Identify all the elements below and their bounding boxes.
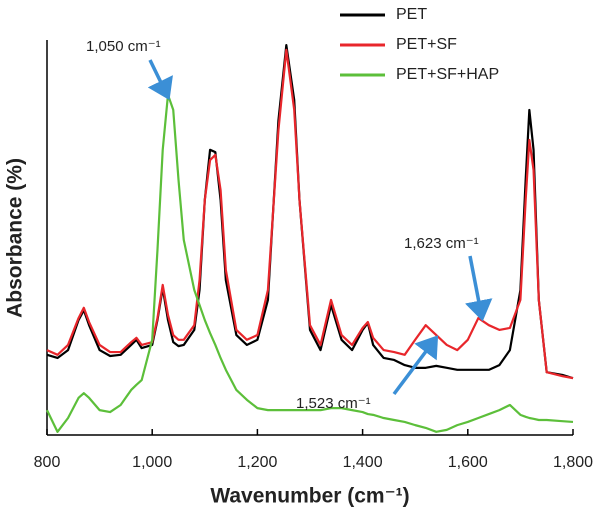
x-tick-label: 1,000 xyxy=(132,454,172,471)
x-tick-label: 1,800 xyxy=(553,454,593,471)
series-line xyxy=(46,48,574,380)
x-axis-label: Wavenumber (cm⁻¹) xyxy=(210,485,409,508)
annotation-arrow xyxy=(147,59,173,101)
annotation-arrow xyxy=(464,255,493,322)
x-tick-label: 1,200 xyxy=(237,454,277,471)
x-tick-label: 1,600 xyxy=(448,454,488,471)
series-line xyxy=(46,93,574,433)
y-axis-label: Absorbance (%) xyxy=(4,158,27,318)
x-tick-label: 800 xyxy=(34,454,61,471)
x-tick-label: 1,400 xyxy=(343,454,383,471)
series-line xyxy=(46,44,574,380)
annotation: 1,623 cm⁻¹ xyxy=(404,235,479,252)
annotation: 1,523 cm⁻¹ xyxy=(296,395,371,412)
legend-label: PET+SF xyxy=(396,36,457,53)
annotation: 1,050 cm⁻¹ xyxy=(86,38,161,55)
legend-label: PET xyxy=(396,6,427,23)
annotation-arrow xyxy=(392,335,439,396)
legend-label: PET+SF+HAP xyxy=(396,66,499,83)
